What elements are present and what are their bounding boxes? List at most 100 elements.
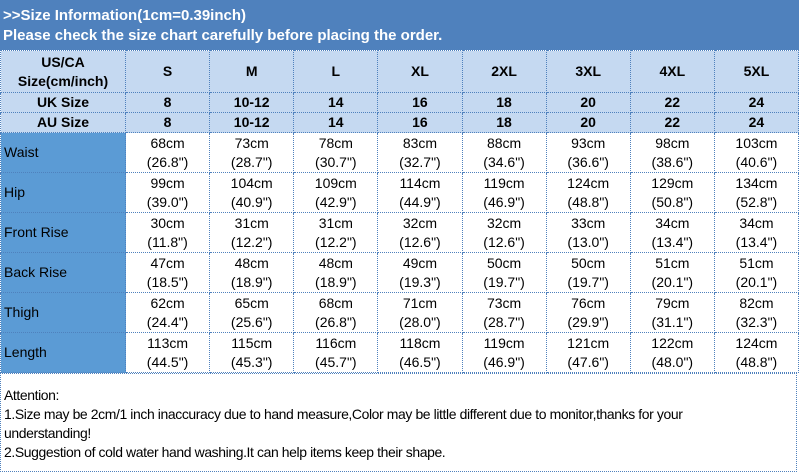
measurement-cell-text: (45.3") — [230, 353, 273, 370]
measurement-cell-text: (12.2") — [230, 233, 273, 250]
uk-size-cell: 22 — [629, 92, 715, 113]
measurement-cell-text: (18.9") — [230, 273, 273, 290]
au-size-cell: 18 — [461, 112, 547, 133]
measurement-cell: 68cm (26.8") — [293, 292, 379, 333]
measurement-cell-text: (20.1") — [735, 273, 778, 290]
measurement-cell: 134cm (52.8") — [713, 172, 799, 213]
au-size-cell-text: 14 — [328, 114, 344, 130]
measurement-cell-text: (38.6") — [651, 153, 694, 170]
measurement-cell-text: (18.5") — [146, 273, 189, 290]
measurement-cell-text: 32cm — [402, 214, 438, 231]
measurement-label: Front Rise — [0, 212, 126, 253]
measurement-cell-text: (26.8") — [146, 153, 189, 170]
measurement-cell-text: (45.7") — [315, 353, 357, 370]
measurement-cell-text: (46.9") — [483, 193, 525, 210]
uk-size-cell-text: 10-12 — [233, 94, 270, 110]
measurement-cell-text: 34cm — [739, 214, 774, 231]
measurement-cell-text: (40.9") — [230, 193, 273, 210]
header-row-uk: UK Size 8 10-12 14 16 18 20 22 24 — [0, 92, 799, 113]
measurement-cell-text: (25.6") — [230, 313, 273, 330]
measurement-cell: 62cm (24.4") — [124, 292, 211, 333]
measurement-cell: 78cm (30.7") — [293, 132, 379, 173]
measurement-cell-text: (12.6") — [399, 233, 441, 250]
measurement-cell-text: 98cm — [655, 134, 690, 151]
measurement-label: Waist — [0, 132, 126, 173]
au-size-cell-text: 10-12 — [233, 114, 270, 130]
measurement-cell: 51cm (20.1") — [713, 252, 799, 293]
us-size-cell: XL — [377, 50, 463, 93]
measurement-cell-text: 124cm — [567, 174, 610, 191]
measurement-cell-text: (28.7") — [483, 313, 525, 330]
measurement-cell-text: 51cm — [739, 254, 774, 271]
measurement-cell: 124cm (48.8") — [545, 172, 631, 213]
measurement-label-text: Thigh — [4, 304, 40, 320]
uk-size-cell: 18 — [461, 92, 547, 113]
measurement-cell: 79cm (31.1") — [629, 292, 715, 333]
measurement-cell: 83cm (32.7") — [377, 132, 463, 173]
note-1-cont: understanding! — [4, 425, 91, 441]
measurement-cell: 31cm (12.2") — [209, 212, 295, 253]
measurement-cell: 93cm (36.6") — [545, 132, 631, 173]
measurement-cell: 113cm (44.5") — [124, 332, 211, 373]
uk-size-cell: 24 — [713, 92, 799, 113]
measurement-cell-text: 104cm — [230, 174, 273, 191]
au-size-cell: 16 — [377, 112, 463, 133]
measurement-cell-text: 129cm — [651, 174, 694, 191]
measurement-cell-text: (31.1") — [651, 313, 694, 330]
measurement-cell-text: (48.0") — [651, 353, 694, 370]
au-size-cell: 20 — [545, 112, 631, 133]
measurement-cell-text: 47cm — [150, 254, 185, 271]
measurement-cell: 31cm (12.2") — [293, 212, 379, 253]
measurement-cell-text: 88cm — [486, 134, 522, 151]
measurement-cell-text: 121cm — [567, 334, 610, 351]
measurement-cell: 71cm (28.0") — [377, 292, 463, 333]
us-size-cell: 2XL — [461, 50, 547, 93]
measurement-cell: 65cm (25.6") — [209, 292, 295, 333]
header-row-us: US/CA Size(cm/inch) S M L XL 2XL 3XL 4XL 5XL — [0, 50, 799, 93]
measurement-cell-text: 122cm — [651, 334, 694, 351]
au-size-cell-text: 18 — [496, 114, 512, 130]
measurement-label: Thigh — [0, 292, 126, 333]
us-size-cell: S — [124, 50, 211, 93]
measurement-cell: 119cm (46.9") — [461, 172, 547, 213]
measurement-cell-text: 48cm — [318, 254, 353, 271]
measurement-cell: 129cm (50.8") — [629, 172, 715, 213]
table-row: Length 113cm (44.5") 115cm (45.3") 116cm (45.7… — [0, 332, 799, 373]
measurement-cell-text: (50.8") — [651, 193, 694, 210]
note-2: 2.Suggestion of cold water hand washing.… — [4, 444, 446, 460]
measurement-cell-text: 50cm — [486, 254, 522, 271]
measurement-cell-text: (32.7") — [399, 153, 441, 170]
us-size-cell-text: 4XL — [659, 63, 686, 79]
measurement-cell-text: 119cm — [483, 174, 525, 191]
measurement-cell-text: (42.9") — [315, 193, 357, 210]
measurement-cell-text: (26.8") — [315, 313, 357, 330]
measurement-cell-text: 76cm — [571, 294, 606, 311]
measurement-cell-text: 30cm — [150, 214, 185, 231]
us-size-cell: M — [209, 50, 295, 93]
measurement-cell: 49cm (19.3") — [377, 252, 463, 293]
measurement-cell-text: 65cm — [234, 294, 269, 311]
measurement-cell-text: 93cm — [571, 134, 606, 151]
measurement-cell: 32cm (12.6") — [461, 212, 547, 253]
us-size-cell-text: M — [245, 63, 258, 79]
uk-size-cell-text: 24 — [748, 94, 765, 110]
measurement-cell-text: 114cm — [399, 174, 441, 191]
measurement-cell-text: (12.6") — [483, 233, 525, 250]
us-size-header: US/CA Size(cm/inch) — [0, 50, 126, 93]
au-size-cell-text: 22 — [664, 114, 681, 130]
measurement-cell-text: 113cm — [147, 334, 189, 351]
uk-size-cell-text: 20 — [580, 94, 596, 110]
us-size-cell-text: XL — [410, 63, 429, 79]
measurement-cell: 32cm (12.6") — [377, 212, 463, 253]
measurement-cell: 99cm (39.0") — [124, 172, 211, 213]
measurement-cell: 109cm (42.9") — [293, 172, 379, 213]
measurement-cell-text: (28.0") — [399, 313, 441, 330]
measurement-cell: 88cm (34.6") — [461, 132, 547, 173]
measurement-cell-text: 73cm — [234, 134, 269, 151]
measurement-cell-text: 118cm — [399, 334, 441, 351]
measurement-cell-text: (12.2") — [315, 233, 357, 250]
measurement-cell: 48cm (18.9") — [209, 252, 295, 293]
measurement-cell-text: 73cm — [486, 294, 522, 311]
measurement-cell-text: (40.6") — [735, 153, 778, 170]
measurement-cell: 114cm (44.9") — [377, 172, 463, 213]
